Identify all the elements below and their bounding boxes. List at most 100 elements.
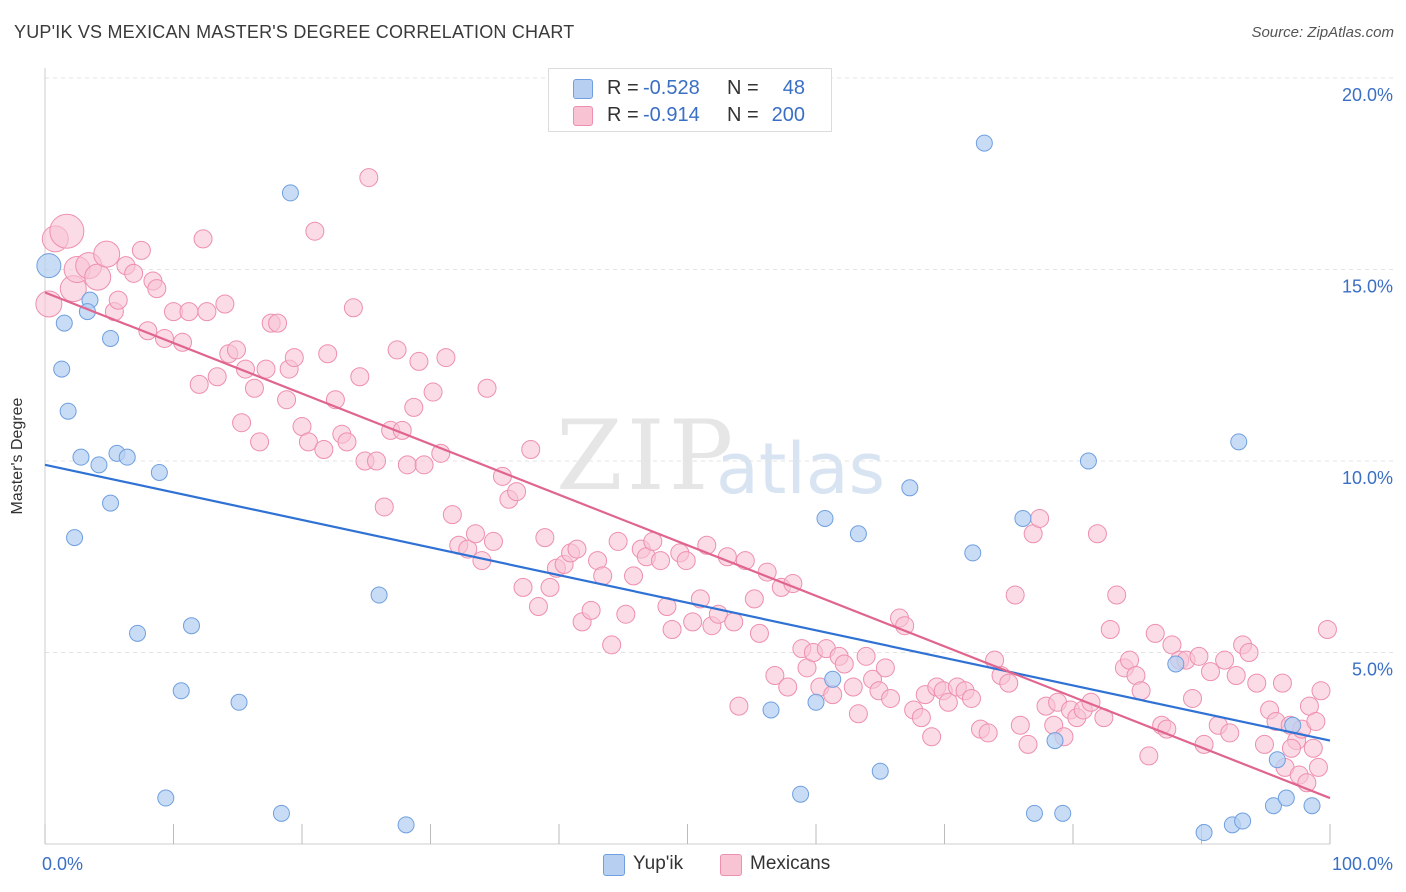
yupik-point (129, 624, 147, 642)
mexicans-point (465, 524, 485, 544)
yupik-point (59, 402, 77, 420)
mexicans-point (131, 240, 151, 260)
yupik-point (1277, 789, 1295, 807)
mexicans-point (856, 646, 876, 666)
mexicans-point (1226, 665, 1246, 685)
yupik-point (182, 617, 200, 635)
mexicans-point (1247, 673, 1267, 693)
legend-n-label: N = (727, 104, 759, 126)
mexicans-point (1087, 524, 1107, 544)
mexicans-point (765, 665, 785, 685)
yupik-point (55, 314, 73, 332)
yupik-point (281, 184, 299, 202)
bottom-legend-label-mexicans: Mexicans (750, 853, 831, 874)
chart-title: YUP'IK VS MEXICAN MASTER'S DEGREE CORREL… (14, 22, 575, 42)
yupik-point (36, 253, 62, 279)
series-mexicans (35, 168, 1337, 793)
yupik-point (1230, 433, 1248, 451)
legend-row-yupik: R = -0.528 N = 48 (549, 75, 831, 103)
axes (44, 68, 1331, 845)
mexicans-point (749, 623, 769, 643)
mexicans-point (513, 577, 533, 597)
mexicans-point (1317, 620, 1337, 640)
yupik-point (370, 586, 388, 604)
tick-labels: 5.0% 10.0% 15.0% 20.0% 0.0% 100.0% (42, 85, 1393, 874)
yupik-point (1046, 732, 1064, 750)
yupik-point (172, 682, 190, 700)
yupik-point (824, 670, 842, 688)
bottom-legend-swatch-mexicans (720, 854, 742, 876)
legend-n-value: 200 (771, 104, 805, 126)
yupik-point (1234, 812, 1252, 830)
mexicans-point (911, 708, 931, 728)
mexicans-point (179, 302, 199, 322)
yupik-point (102, 329, 120, 347)
mexicans-point (359, 168, 379, 188)
mexicans-point (567, 539, 587, 559)
mexicans-point (193, 229, 213, 249)
mexicans-point (1145, 623, 1165, 643)
mexicans-point (436, 348, 456, 368)
trend-line-mexicans (44, 291, 1331, 800)
yupik-point (901, 479, 919, 497)
mexicans-point (256, 359, 276, 379)
yupik-point (762, 701, 780, 719)
mexicans-point (298, 432, 318, 452)
yupik-point (102, 494, 120, 512)
yupik-point (1268, 751, 1286, 769)
mexicans-point (1303, 738, 1323, 758)
mexicans-point (521, 440, 541, 460)
mexicans-point (397, 455, 417, 475)
mexicans-point (277, 390, 297, 410)
mexicans-point (318, 344, 338, 364)
yupik-point (150, 463, 168, 481)
mexicans-point (404, 397, 424, 417)
mexicans-point (1281, 738, 1301, 758)
mexicans-point (881, 688, 901, 708)
mexicans-point (922, 727, 942, 747)
mexicans-point (268, 313, 288, 333)
mexicans-point (337, 432, 357, 452)
y-tick-label: 15.0% (1342, 277, 1393, 297)
series-yupik (36, 134, 1321, 842)
mexicans-point (1005, 585, 1025, 605)
yupik-point (1264, 797, 1282, 815)
mexicans-point (744, 589, 764, 609)
mexicans-point (250, 432, 270, 452)
bottom-legend-label-yupik: Yup'ik (633, 853, 684, 874)
mexicans-point (367, 451, 387, 471)
mexicans-point (93, 240, 121, 268)
mexicans-point (350, 367, 370, 387)
legend-n-value: 48 (782, 77, 805, 99)
mexicans-point (1107, 585, 1127, 605)
mexicans-point (616, 604, 636, 624)
mexicans-point (581, 600, 601, 620)
mexicans-point (1220, 723, 1240, 743)
yupik-point (118, 448, 136, 466)
mexicans-point (1311, 681, 1331, 701)
mexicans-point (729, 696, 749, 716)
mexicans-point (823, 685, 843, 705)
yupik-point (1025, 804, 1043, 822)
mexicans-point (507, 482, 527, 502)
legend-r-value: -0.914 (643, 104, 700, 126)
yupik-point (849, 525, 867, 543)
legend-swatch-mexicans (573, 106, 593, 126)
mexicans-point (1254, 734, 1274, 754)
yupik-point (72, 448, 90, 466)
legend: R = -0.528 N = 48 R = -0.914 N = 200 (548, 68, 832, 132)
mexicans-point (215, 294, 235, 314)
mexicans-point (999, 673, 1019, 693)
source-label: Source: ZipAtlas.com (1251, 24, 1394, 41)
yupik-point (1054, 804, 1072, 822)
mexicans-point (387, 340, 407, 360)
yupik-point (1167, 655, 1185, 673)
mexicans-point (207, 367, 227, 387)
mexicans-point (1010, 715, 1030, 735)
yupik-point (975, 134, 993, 152)
mexicans-point (535, 528, 555, 548)
mexicans-point (978, 723, 998, 743)
mexicans-point (477, 378, 497, 398)
mexicans-point (1308, 757, 1328, 777)
